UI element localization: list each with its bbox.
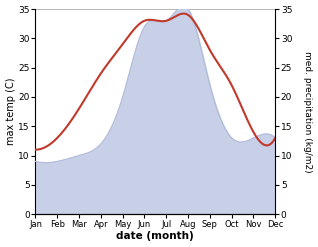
Y-axis label: max temp (C): max temp (C) <box>5 78 16 145</box>
X-axis label: date (month): date (month) <box>116 231 194 242</box>
Y-axis label: med. precipitation (kg/m2): med. precipitation (kg/m2) <box>303 51 313 172</box>
